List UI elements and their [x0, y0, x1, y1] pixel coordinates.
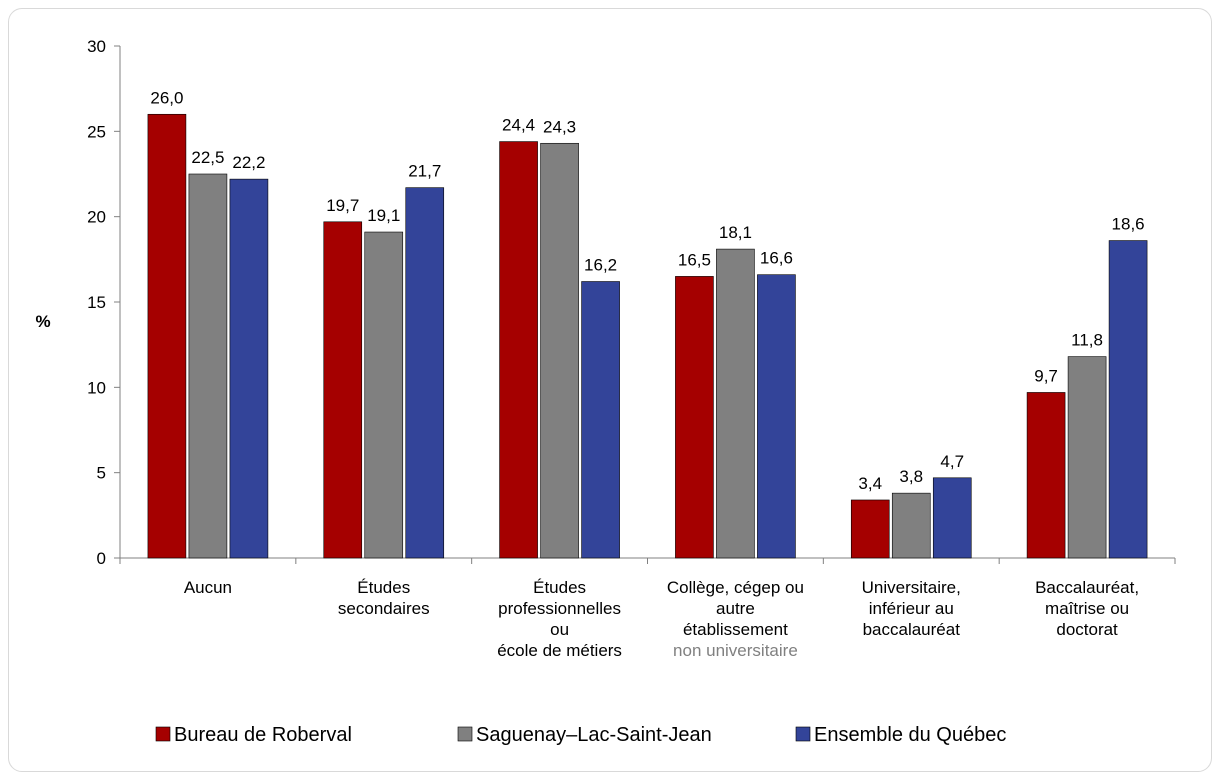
legend-label: Ensemble du Québec — [814, 724, 1006, 746]
category-label: doctorat — [1056, 620, 1118, 639]
category-label: maîtrise ou — [1045, 599, 1129, 618]
bar — [364, 231, 404, 559]
data-label: 26,0 — [150, 88, 183, 107]
data-label: 11,8 — [1071, 331, 1103, 350]
y-tick-label: 25 — [87, 122, 106, 141]
data-label: 16,5 — [678, 250, 711, 269]
data-label: 18,1 — [719, 223, 752, 242]
bar — [147, 113, 187, 559]
data-label: 22,2 — [232, 153, 265, 172]
bar — [188, 173, 228, 559]
bar — [850, 499, 890, 559]
bar — [229, 178, 269, 559]
data-label: 19,7 — [326, 196, 359, 215]
y-axis-label: % — [35, 312, 50, 331]
data-label: 21,7 — [408, 162, 441, 181]
category-label: établissement — [683, 620, 788, 639]
category-label: professionnelles — [498, 599, 621, 618]
bar — [323, 221, 363, 559]
category-label: non universitaire — [673, 641, 798, 660]
category-label: autre — [716, 599, 755, 618]
data-label: 19,1 — [367, 206, 400, 225]
data-label: 22,5 — [191, 148, 224, 167]
data-label: 24,4 — [502, 116, 535, 135]
data-label: 3,4 — [858, 474, 882, 493]
bar — [891, 492, 931, 559]
bar — [757, 274, 796, 559]
category-label: Études — [357, 578, 410, 597]
data-label: 18,6 — [1112, 215, 1145, 234]
bar — [932, 477, 972, 559]
category-label: inférieur au — [869, 599, 954, 618]
bar — [581, 281, 620, 559]
category-label: Collège, cégep ou — [667, 578, 804, 597]
bar — [675, 276, 714, 559]
category-label: baccalauréat — [863, 620, 961, 639]
bar — [540, 142, 579, 559]
category-label: Baccalauréat, — [1035, 578, 1139, 597]
legend-swatch — [795, 726, 811, 742]
data-label: 16,6 — [760, 249, 793, 268]
bar — [499, 141, 538, 559]
legend-label: Saguenay–Lac-Saint-Jean — [476, 724, 712, 746]
data-label: 3,8 — [899, 467, 923, 486]
bar — [716, 248, 755, 559]
legend-label: Bureau de Roberval — [174, 724, 352, 746]
bar — [1067, 356, 1107, 559]
bar — [1026, 392, 1066, 559]
y-tick-label: 30 — [87, 37, 106, 56]
legend-swatch — [457, 726, 473, 742]
category-label: secondaires — [338, 599, 430, 618]
bar — [405, 187, 445, 559]
y-tick-label: 20 — [87, 208, 106, 227]
category-label: Aucun — [184, 578, 232, 597]
y-tick-label: 5 — [97, 464, 106, 483]
category-label: ou — [550, 620, 569, 639]
data-label: 24,3 — [543, 117, 576, 136]
y-tick-label: 10 — [87, 378, 106, 397]
data-label: 16,2 — [584, 256, 617, 275]
category-label: école de métiers — [497, 641, 622, 660]
category-label: Études — [533, 578, 586, 597]
category-label: Universitaire, — [862, 578, 961, 597]
y-tick-label: 15 — [87, 293, 106, 312]
data-label: 9,7 — [1034, 366, 1058, 385]
data-label: 4,7 — [940, 452, 964, 471]
legend-swatch — [155, 726, 171, 742]
bar — [1108, 240, 1148, 559]
y-tick-label: 0 — [97, 549, 106, 568]
